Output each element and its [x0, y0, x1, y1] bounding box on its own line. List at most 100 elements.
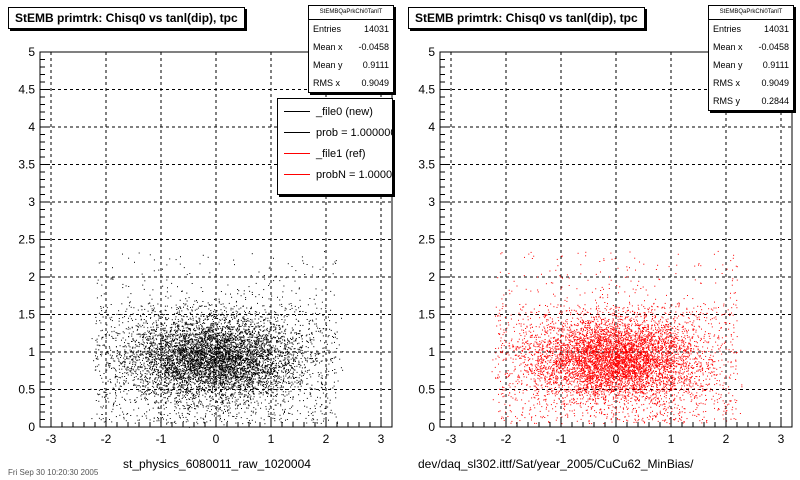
- data-point: [184, 380, 186, 382]
- data-point: [152, 310, 154, 312]
- data-point: [173, 349, 175, 351]
- data-point: [157, 373, 159, 375]
- data-point: [276, 335, 278, 337]
- data-point: [184, 371, 186, 373]
- data-point: [212, 380, 214, 382]
- data-point: [181, 412, 183, 414]
- data-point: [170, 367, 172, 369]
- data-point: [288, 314, 290, 316]
- data-point: [145, 333, 147, 335]
- data-point: [228, 321, 230, 323]
- data-point: [178, 356, 180, 358]
- data-point: [185, 380, 187, 381]
- data-point: [233, 377, 235, 379]
- data-point: [153, 339, 155, 341]
- data-point: [271, 367, 273, 369]
- data-point: [216, 358, 218, 360]
- data-point: [181, 398, 183, 399]
- data-point: [163, 358, 165, 360]
- data-point: [230, 395, 232, 397]
- data-point: [190, 359, 192, 361]
- data-point: [270, 344, 271, 346]
- data-point: [274, 329, 276, 331]
- data-point: [226, 350, 228, 352]
- data-point: [167, 356, 169, 358]
- data-point: [179, 263, 181, 265]
- data-point: [284, 330, 286, 332]
- data-point: [312, 414, 314, 416]
- data-point: [162, 349, 164, 351]
- data-point: [253, 364, 255, 366]
- data-point: [193, 335, 195, 337]
- data-point: [265, 385, 267, 387]
- data-point: [226, 364, 228, 366]
- data-point: [148, 354, 150, 355]
- data-point: [251, 336, 253, 338]
- data-point: [101, 284, 103, 286]
- data-point: [312, 373, 314, 374]
- data-point: [136, 360, 138, 362]
- data-point: [234, 364, 235, 366]
- data-point: [240, 369, 241, 371]
- data-point: [319, 406, 321, 408]
- data-point: [178, 362, 180, 364]
- data-point: [200, 315, 202, 317]
- data-point: [242, 321, 244, 323]
- data-point: [240, 355, 242, 357]
- data-point: [176, 309, 178, 310]
- data-point: [341, 317, 342, 319]
- data-point: [196, 337, 198, 339]
- data-point: [241, 331, 243, 333]
- data-point: [174, 329, 176, 331]
- data-point: [146, 380, 148, 382]
- data-point: [195, 350, 197, 352]
- data-point: [144, 413, 145, 415]
- data-point: [158, 369, 159, 371]
- data-point: [146, 417, 148, 419]
- data-point: [227, 366, 229, 368]
- data-point: [144, 378, 146, 380]
- data-point: [237, 363, 239, 364]
- data-point: [231, 365, 232, 367]
- data-point: [261, 381, 263, 383]
- data-point: [293, 377, 294, 379]
- data-point: [160, 371, 162, 373]
- data-point: [229, 350, 231, 352]
- data-point: [162, 327, 164, 329]
- data-point: [233, 316, 235, 318]
- data-point: [170, 333, 172, 335]
- data-point: [224, 326, 226, 328]
- data-point: [315, 399, 317, 401]
- data-point: [214, 336, 216, 338]
- data-point: [223, 360, 225, 362]
- data-point: [110, 278, 112, 280]
- data-point: [228, 371, 230, 373]
- data-point: [153, 315, 155, 317]
- data-point: [144, 350, 146, 352]
- data-point: [275, 371, 277, 373]
- data-point: [245, 312, 246, 314]
- data-point: [115, 337, 117, 339]
- data-point: [190, 372, 192, 374]
- data-point: [311, 319, 313, 321]
- data-point: [124, 366, 126, 368]
- data-point: [274, 347, 276, 349]
- data-point: [160, 375, 162, 377]
- data-point: [192, 315, 194, 317]
- data-point: [339, 358, 341, 360]
- data-point: [105, 398, 106, 400]
- data-point: [282, 380, 284, 382]
- data-point: [170, 422, 172, 424]
- data-point: [139, 336, 141, 338]
- data-point: [213, 354, 215, 356]
- data-point: [99, 320, 101, 322]
- data-point: [147, 403, 149, 405]
- data-point: [239, 336, 241, 338]
- data-point: [268, 313, 270, 315]
- data-point: [102, 344, 104, 346]
- data-point: [176, 371, 178, 373]
- data-point: [238, 356, 240, 358]
- data-point: [273, 336, 275, 338]
- data-point: [133, 356, 135, 358]
- data-point: [250, 381, 252, 383]
